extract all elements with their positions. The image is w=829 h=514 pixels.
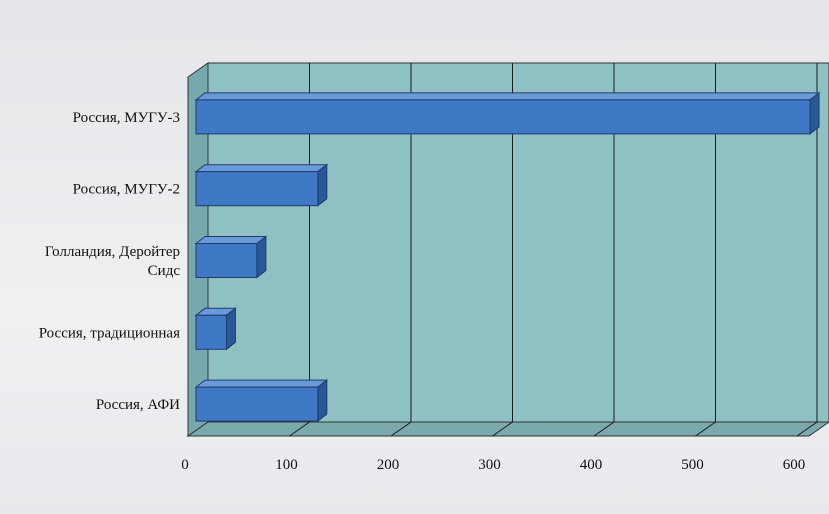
category-label: Россия, МУГУ-3: [73, 110, 180, 126]
category-label: Россия, МУГУ-2: [73, 182, 180, 198]
bar-top-face: [194, 164, 329, 173]
gridlines: [289, 63, 818, 437]
gridline: [390, 63, 412, 437]
gridline: [695, 63, 716, 437]
bar: [194, 307, 237, 351]
category-label: Россия, традиционная: [39, 325, 180, 341]
gridline: [593, 63, 615, 437]
x-tick-label: 600: [783, 457, 806, 473]
bar-top-face: [194, 236, 268, 244]
category-labels: Россия, МУГУ-3 Россия, МУГУ-2 Голландия, Д…: [39, 110, 181, 413]
category-label: Голландия, Деройтер Сидс: [45, 244, 181, 279]
bar: [194, 91, 821, 135]
bar-front-face: [195, 171, 319, 207]
x-tick-label: 200: [377, 457, 400, 473]
x-axis-ticks: 0 100 200 300 400 500 600: [181, 457, 805, 473]
bar-front-face: [195, 243, 258, 278]
bar-front-face: [195, 314, 227, 350]
bars-group: [194, 91, 821, 423]
x-tick-label: 400: [580, 457, 603, 473]
bar: [194, 379, 329, 423]
bar-front-face: [195, 386, 319, 422]
bar: [194, 235, 268, 279]
x-tick-label: 0: [181, 457, 189, 473]
gridline: [796, 63, 818, 437]
x-tick-label: 100: [275, 457, 298, 473]
bar-side-face: [225, 307, 236, 351]
bar-side-face: [809, 91, 820, 135]
bar-front-face: [195, 99, 811, 135]
bar-top-face: [194, 92, 821, 101]
x-tick-label: 500: [681, 457, 704, 473]
plot-area: [186, 62, 829, 437]
bar-side-face: [317, 379, 328, 423]
bar: [194, 163, 329, 207]
bar-top-face: [194, 379, 329, 388]
bar-side-face: [317, 163, 328, 207]
x-tick-label: 300: [478, 457, 501, 473]
floor: [186, 421, 829, 437]
bar-side-face: [256, 235, 267, 279]
gridline: [492, 63, 513, 437]
category-label: Россия, АФИ: [96, 397, 180, 413]
